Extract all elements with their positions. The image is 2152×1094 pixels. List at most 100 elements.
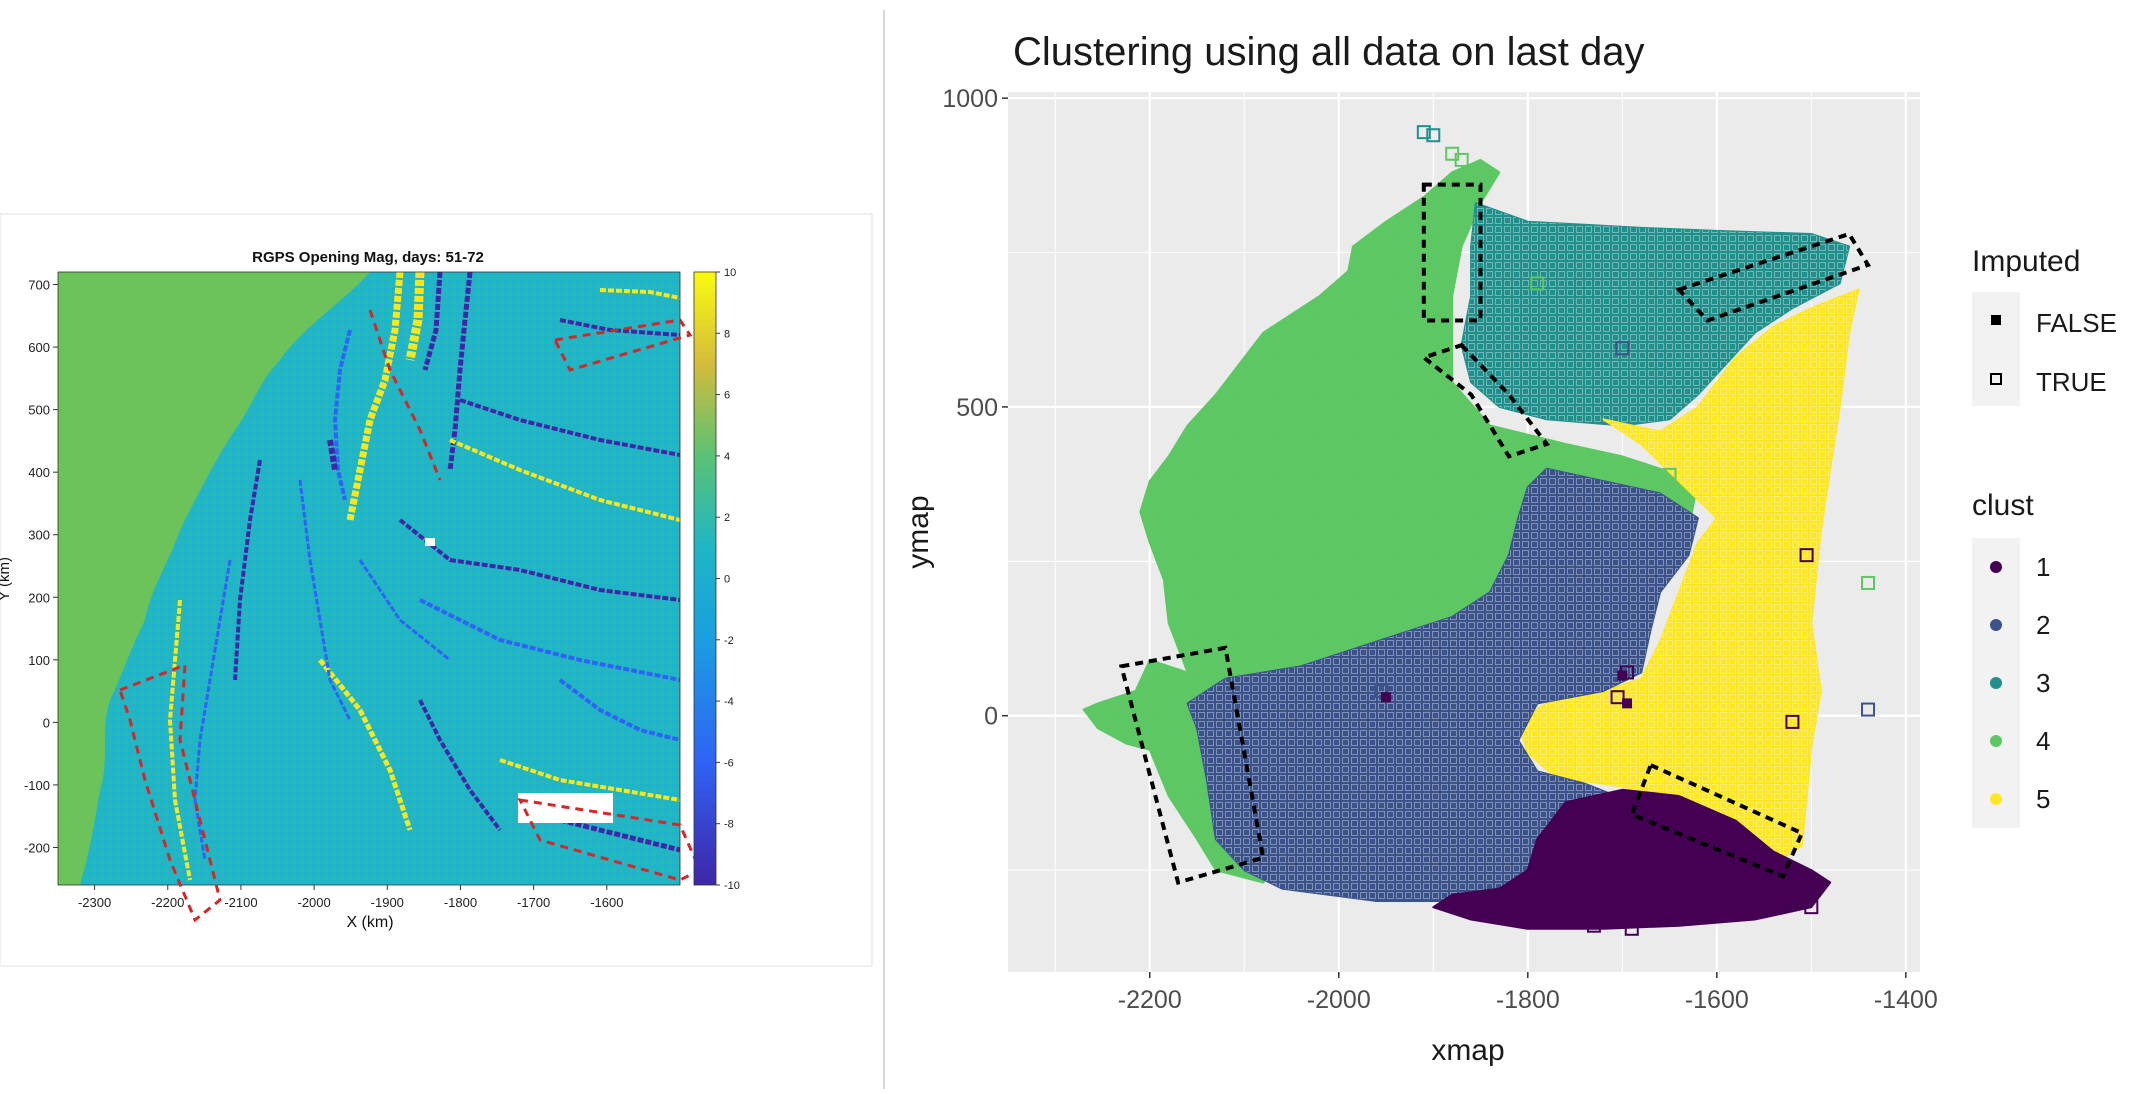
cluster-plot-axes: -2200 -2000 -1800 -1600 -1400 0 500 1000 — [942, 85, 1937, 1014]
heatmap-plot-area — [58, 272, 680, 885]
legend: Imputed FALSE TRUE clust 1 2 3 4 5 — [1972, 245, 2117, 828]
heatmap-lead — [332, 329, 352, 501]
colorbar-tick-label: -4 — [724, 696, 734, 708]
colorbar-tick-label: 2 — [724, 512, 730, 524]
legend-cluster-entries: 1 2 3 4 5 — [1990, 552, 2050, 814]
annotation-box — [1629, 762, 1805, 879]
heatmap-y-tick-label: 300 — [28, 528, 50, 543]
legend-imputed-title: Imputed — [1972, 245, 2080, 278]
cluster-regions — [1082, 158, 1860, 930]
heatmap-annotation-region — [552, 318, 693, 372]
heatmap-lead — [167, 599, 192, 881]
cluster-region-imputed-overlay — [1187, 468, 1717, 901]
heatmap-land-mask — [58, 272, 370, 885]
cluster-x-tick-label: -1400 — [1874, 986, 1938, 1014]
heatmap-axes: -2300 -2200 -2100 -2000 -1900 -1800 -1700 -1600… — [24, 278, 623, 910]
imputed-point — [1426, 128, 1441, 143]
legend-cluster-5-label: 5 — [2036, 784, 2050, 814]
annotation-box — [1675, 231, 1872, 323]
heatmap-annotation-region — [118, 662, 222, 923]
heatmap-lead — [599, 288, 680, 300]
heatmap-axes-box — [57, 271, 681, 886]
legend-cluster-4-label: 4 — [2036, 726, 2050, 756]
heatmap-x-tick-label: -1800 — [444, 895, 477, 910]
heatmap-y-tick-label: 500 — [28, 403, 50, 418]
cluster-x-tick-label: -1600 — [1685, 986, 1749, 1014]
colorbar-gradient — [693, 271, 717, 886]
legend-cluster-1-dot — [1990, 561, 2002, 573]
heatmap-lead — [499, 758, 680, 802]
imputed-point — [1804, 900, 1819, 915]
heatmap-x-tick-label: -1900 — [371, 895, 404, 910]
heatmap-x-tick-label: -2000 — [297, 895, 330, 910]
cluster-region-imputed-overlay — [1461, 203, 1850, 426]
heatmap-y-tick-label: 700 — [28, 278, 50, 293]
annotation-box — [1419, 342, 1551, 459]
heatmap-colorbar: 10 8 6 4 2 0 -2 -4 -6 -8 -10 — [693, 267, 740, 892]
imputed-point — [1624, 921, 1639, 936]
legend-cluster-4-dot — [1990, 735, 2002, 747]
colorbar-tick-label: -8 — [724, 819, 734, 831]
imputed-point — [1662, 467, 1677, 482]
heatmap-lead — [422, 272, 443, 371]
colorbar-tick-label: 4 — [724, 451, 730, 463]
colorbar-tick-label: -10 — [724, 880, 740, 892]
heatmap-x-tick-label: -1600 — [590, 895, 623, 910]
heatmap-y-tick-label: 100 — [28, 653, 50, 668]
imputed-point — [1861, 702, 1876, 717]
cluster-region-1 — [1432, 788, 1832, 930]
legend-imputed-true: TRUE — [2036, 367, 2107, 397]
heatmap-lead — [405, 272, 425, 361]
heatmap-title: RGPS Opening Mag, days: 51-72 — [252, 249, 484, 266]
imputed-point — [1610, 690, 1625, 705]
heatmap-annotation-region — [368, 309, 442, 481]
heatmap-y-tick-label: 600 — [28, 340, 50, 355]
heatmap-lead — [398, 518, 680, 602]
cluster-x-tick-label: -1800 — [1496, 986, 1560, 1014]
colorbar-tick-label: -2 — [724, 635, 734, 647]
legend-imputed-keys — [1972, 292, 2020, 406]
imputed-point — [1454, 152, 1469, 167]
legend-cluster-2-label: 2 — [2036, 610, 2050, 640]
cluster-points — [1374, 125, 1876, 936]
cluster-x-tick-label: -2000 — [1307, 986, 1371, 1014]
heatmap-lead — [559, 318, 680, 337]
legend-cluster-3-dot — [1990, 677, 2002, 689]
heatmap-lead — [346, 272, 404, 521]
heatmap-y-axis-label: Y (km) — [0, 557, 13, 601]
heatmap-lead — [327, 439, 338, 471]
colorbar-ticks: 10 8 6 4 2 0 -2 -4 -6 -8 -10 — [716, 267, 740, 892]
colorbar-tick-label: 0 — [724, 574, 730, 586]
cluster-y-axis-label: ymap — [902, 495, 935, 568]
heatmap-y-tick-label: -200 — [24, 840, 50, 855]
legend-filled-square-icon — [1991, 315, 2001, 325]
observed-point — [1622, 698, 1633, 709]
heatmap-leads — [167, 272, 680, 881]
heatmap-lead — [418, 699, 502, 832]
cluster-plot-title: Clustering using all data on last day — [1013, 30, 1644, 74]
imputed-point — [1799, 548, 1814, 563]
annotation-box — [1421, 182, 1483, 323]
heatmap-annotation-regions — [118, 309, 702, 923]
observed-point — [1381, 692, 1392, 703]
heatmap-missing-cell — [425, 538, 435, 546]
heatmap-lead — [558, 678, 680, 742]
imputed-point — [1785, 714, 1800, 729]
legend-clust-title: clust — [1972, 489, 2034, 522]
imputed-point — [1416, 125, 1431, 140]
heatmap-x-tick-label: -1700 — [517, 895, 550, 910]
heatmap-y-tick-label: -100 — [24, 778, 50, 793]
legend-cluster-5-dot — [1990, 793, 2002, 805]
imputed-point — [1530, 276, 1545, 291]
heatmap-x-tick-label: -2200 — [151, 895, 184, 910]
observed-point — [1617, 670, 1628, 681]
heatmap-lead — [419, 598, 680, 682]
colorbar-tick-label: 6 — [724, 390, 730, 402]
legend-open-square-icon — [1990, 373, 2002, 385]
cluster-region-imputed-overlay — [1518, 289, 1859, 858]
heatmap-lead — [559, 817, 680, 853]
colorbar-tick-label: 8 — [724, 328, 730, 340]
heatmap-y-tick-label: 0 — [43, 715, 50, 730]
